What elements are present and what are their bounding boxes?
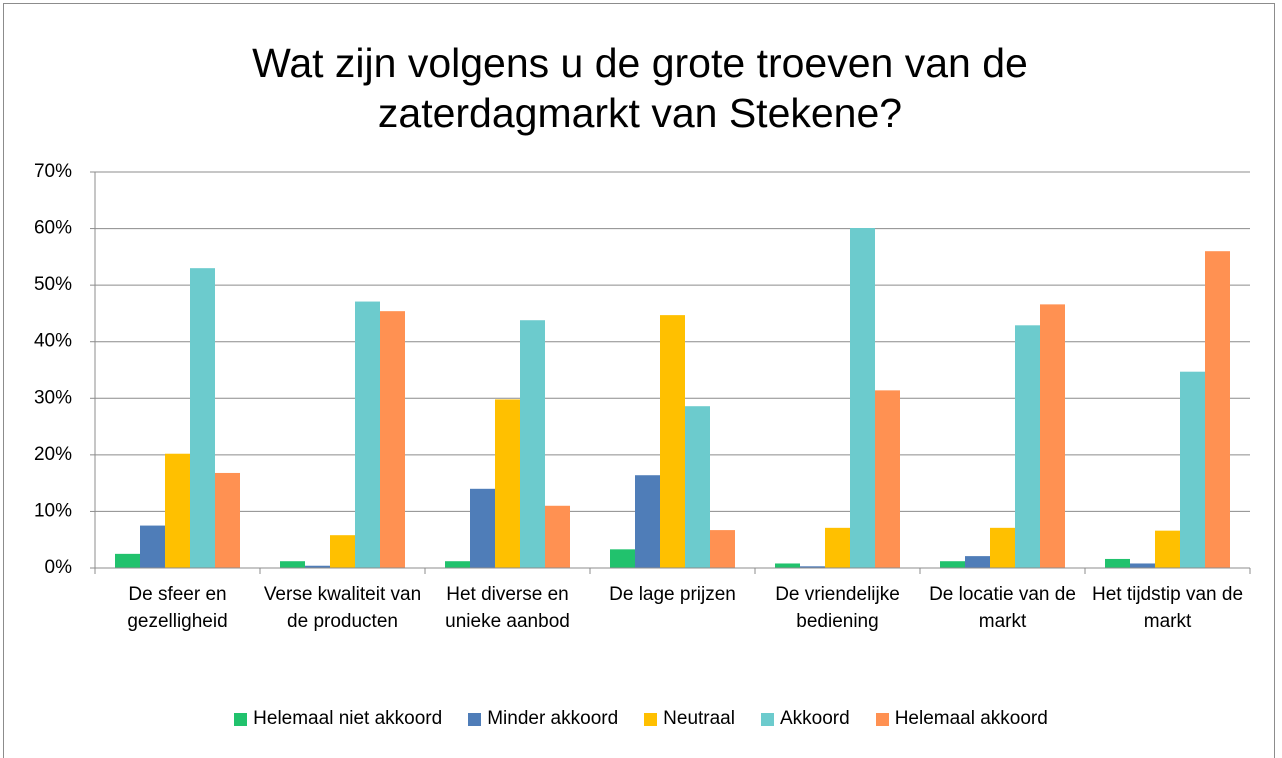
bar bbox=[495, 399, 520, 568]
legend-label: Helemaal niet akkoord bbox=[253, 708, 443, 729]
y-tick-label: 20% bbox=[34, 444, 72, 465]
bar bbox=[965, 556, 990, 568]
legend: Helemaal niet akkoord Minder akkoord Neutr… bbox=[0, 708, 1282, 730]
bar bbox=[1180, 371, 1205, 568]
bar bbox=[215, 472, 240, 568]
bar bbox=[380, 311, 405, 568]
legend-item: Neutraal bbox=[644, 708, 735, 730]
bar bbox=[710, 530, 735, 568]
bar bbox=[635, 475, 660, 568]
bar bbox=[875, 390, 900, 568]
bar bbox=[850, 228, 875, 568]
x-tick-label: Verse kwaliteit van de producten bbox=[263, 584, 422, 632]
bar bbox=[140, 525, 165, 568]
legend-item: Helemaal akkoord bbox=[875, 708, 1048, 730]
legend-label: Helemaal akkoord bbox=[894, 708, 1048, 729]
y-tick-label: 40% bbox=[34, 331, 72, 352]
bar bbox=[1205, 251, 1230, 568]
legend-item: Akkoord bbox=[760, 708, 850, 730]
y-tick-label: 0% bbox=[45, 557, 73, 578]
x-tick-label: De sfeer en gezelligheid bbox=[127, 584, 228, 632]
bar bbox=[355, 301, 380, 568]
x-tick-label: Het tijdstip van de markt bbox=[1091, 584, 1244, 632]
x-tick-label: De locatie van de markt bbox=[929, 584, 1076, 632]
bar bbox=[825, 527, 850, 568]
bar bbox=[165, 453, 190, 568]
bar bbox=[990, 527, 1015, 568]
bar bbox=[1105, 558, 1130, 568]
chart-title: Wat zijn volgens u de grote troeven van … bbox=[252, 40, 1028, 136]
legend-item: Minder akkoord bbox=[468, 708, 618, 730]
y-tick-label: 10% bbox=[34, 500, 72, 521]
bar bbox=[190, 268, 215, 568]
bar bbox=[610, 549, 635, 568]
legend-swatch bbox=[875, 712, 889, 726]
bar bbox=[520, 320, 545, 568]
bar bbox=[470, 488, 495, 568]
bar bbox=[1015, 325, 1040, 568]
bar bbox=[940, 561, 965, 568]
bar bbox=[660, 315, 685, 568]
legend-label: Neutraal bbox=[663, 708, 735, 729]
bar bbox=[305, 565, 330, 568]
legend-swatch bbox=[468, 712, 482, 726]
bar bbox=[445, 561, 470, 568]
bar bbox=[280, 561, 305, 568]
legend-label: Minder akkoord bbox=[487, 708, 619, 729]
legend-label: Akkoord bbox=[779, 708, 850, 729]
bar bbox=[1155, 530, 1180, 568]
chart-border bbox=[3, 3, 1275, 758]
x-tick-label: De lage prijzen bbox=[609, 584, 736, 605]
y-tick-label: 60% bbox=[34, 218, 72, 239]
bar bbox=[775, 563, 800, 568]
legend-swatch bbox=[760, 712, 774, 726]
bar bbox=[800, 566, 825, 568]
legend-item: Helemaal niet akkoord bbox=[234, 708, 442, 730]
bar bbox=[330, 535, 355, 568]
y-tick-label: 70% bbox=[34, 161, 72, 182]
bar bbox=[1130, 563, 1155, 568]
bar bbox=[685, 406, 710, 568]
bar bbox=[115, 553, 140, 568]
legend-swatch bbox=[644, 712, 658, 726]
bar bbox=[545, 505, 570, 568]
x-tick-label: Het diverse en unieke aanbod bbox=[445, 584, 570, 632]
y-tick-label: 30% bbox=[34, 387, 72, 408]
x-tick-label: De vriendelijke bediening bbox=[775, 584, 900, 632]
legend-swatch bbox=[234, 712, 248, 726]
bar bbox=[1040, 304, 1065, 568]
y-tick-label: 50% bbox=[34, 274, 72, 295]
